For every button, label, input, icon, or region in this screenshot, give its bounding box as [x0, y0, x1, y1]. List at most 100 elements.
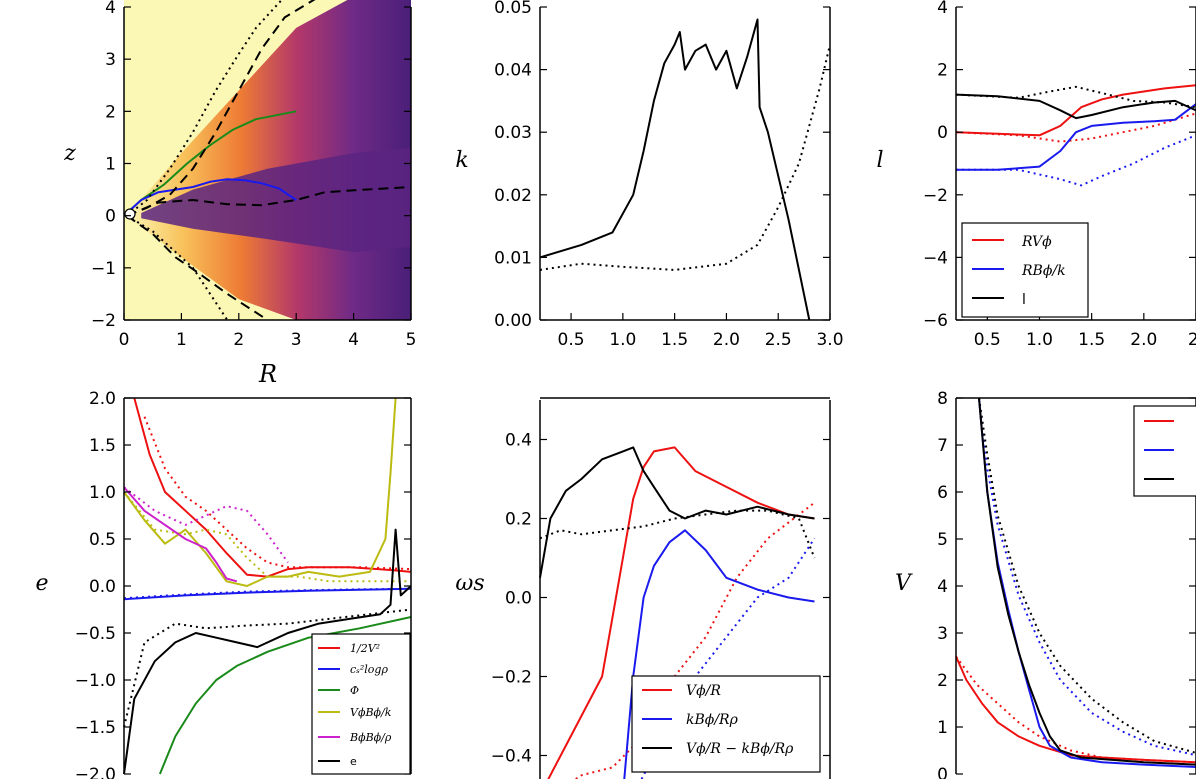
y-tick-label: −6 [923, 311, 948, 331]
y-tick-label: 2 [105, 102, 116, 122]
y-tick-label: 0 [937, 123, 948, 143]
y-tick-label: 7 [937, 436, 948, 456]
x-tick-label: 1.0 [609, 330, 636, 350]
y-tick-label: 2.0 [89, 389, 116, 409]
legend-label: RVϕ [1021, 234, 1052, 250]
y-tick-label: −0.4 [491, 747, 532, 767]
series-line-3-1 [143, 416, 412, 571]
y-tick-label: −1.0 [75, 671, 116, 691]
series-line-3-0 [133, 397, 412, 578]
legend-box [631, 675, 821, 773]
series-line-4-5 [539, 509, 816, 559]
x-tick-label: 1 [176, 330, 187, 350]
legend-l: RVϕ RBϕ/k l [961, 222, 1089, 318]
y-axis-label-e: e [35, 571, 48, 596]
x-tick-label: 4 [348, 330, 359, 350]
y-tick-label: 0.02 [494, 186, 532, 206]
y-tick-label: 0.0 [505, 589, 532, 609]
panel-e: −2.0 −1.5 −1.0 −0.5 0.0 0.5 1.0 1.5 2.0 [75, 389, 412, 779]
y-tick-label: −1 [91, 259, 116, 279]
series-line-2-0 [955, 84, 1196, 137]
series-line-5-0 [955, 656, 1196, 764]
y-tick-label: 3 [105, 50, 116, 70]
x-tick-label: 1.5 [1078, 330, 1105, 350]
series-line-2-3 [956, 134, 1196, 187]
legend-label: Φ [350, 684, 359, 697]
x-tick-label: 2.0 [1130, 330, 1157, 350]
panel-V: 0 1 2 3 4 5 6 7 8 [937, 389, 1196, 779]
series-line-3-4 [158, 616, 412, 775]
legend-label: cₛ²logρ [350, 663, 388, 676]
x-tick-label: 1.5 [661, 330, 688, 350]
y-tick-label: −2 [923, 186, 948, 206]
series-line-5-5 [978, 397, 1196, 754]
x-tick-label: 0.5 [558, 330, 585, 350]
y-tick-label: 0.04 [494, 61, 532, 81]
series-line-0-2 [126, 0, 316, 217]
legend-label: 1/2V² [350, 642, 380, 655]
y-axis-label-k: k [455, 148, 468, 173]
x-axis-label-R: R [258, 360, 277, 388]
y-tick-label: 1.5 [89, 436, 116, 456]
y-tick-label: 0.03 [494, 123, 532, 143]
x-tick-label: 5 [406, 330, 417, 350]
central-object [124, 208, 136, 220]
series-line-1-1 [539, 44, 831, 271]
y-tick-label: 6 [937, 483, 948, 503]
series-line-3-7 [123, 486, 238, 583]
series-line-0-5 [126, 0, 283, 217]
panel-k: 0.00 0.01 0.02 0.03 0.04 0.05 0.5 1.0 1.5 2.0 2.5 3… [494, 0, 843, 350]
y-tick-label: 0.01 [494, 248, 532, 268]
x-tick-label: 3 [291, 330, 302, 350]
series-line-5-4 [978, 397, 1196, 766]
y-axis-label-omega: ωs [455, 571, 484, 596]
y-tick-label: 4 [937, 577, 948, 597]
y-tick-label: 8 [937, 389, 948, 409]
y-tick-label: 4 [105, 0, 116, 18]
y-tick-label: 0 [937, 765, 948, 779]
series-line-4-2 [623, 529, 815, 779]
legend-label: BϕBϕ/ρ [349, 731, 392, 744]
x-tick-label: 3.0 [816, 330, 843, 350]
y-tick-label: 0.0 [89, 577, 116, 597]
x-tick-label: 1.0 [1026, 330, 1053, 350]
legend-omega: Vϕ/R kBϕ/Rρ Vϕ/R − kBϕ/Rρ [631, 675, 821, 773]
x-tick-label: 2.0 [713, 330, 740, 350]
legend-label: l [1022, 292, 1026, 308]
y-axis-label-l: l [876, 148, 883, 173]
y-tick-label: 1.0 [89, 483, 116, 503]
y-tick-label: −2 [91, 311, 116, 331]
y-tick-label: 2 [937, 61, 948, 81]
legend-e: 1/2V² cₛ²logρ Φ VϕBϕ/k BϕBϕ/ρ e [311, 633, 411, 775]
x-tick-label: 2 [233, 330, 244, 350]
legend-label: RBϕ/k [1021, 263, 1066, 279]
y-tick-label: 0 [105, 207, 116, 227]
legend-V [1133, 405, 1196, 497]
series-line-0-6 [126, 214, 229, 320]
panel-l: −6 −4 −2 0 2 4 0.5 1.0 1.5 2.0 2. [923, 0, 1196, 350]
y-axis-label-z: z [63, 141, 76, 166]
y-tick-label: 0.4 [505, 431, 532, 451]
series-line-0-3 [126, 214, 269, 320]
series-line-0-4 [126, 186, 411, 217]
y-tick-label: 0.05 [494, 0, 532, 18]
legend-label: Vϕ/R [686, 683, 721, 699]
panel-heatmap [124, 0, 411, 320]
series-line-5-1 [955, 655, 1196, 764]
y-tick-label: 1 [937, 718, 948, 738]
legend-label: e [350, 755, 357, 768]
legend-label: Vϕ/R − kBϕ/Rρ [686, 741, 794, 757]
y-tick-label: 0.00 [494, 311, 532, 331]
heatmap-density-core [141, 147, 411, 253]
series-line-0-1 [124, 178, 297, 217]
series-line-2-4 [955, 93, 1196, 120]
y-tick-label: −0.2 [491, 668, 532, 688]
y-tick-label: 4 [937, 0, 948, 18]
series-line-4-0 [547, 446, 815, 779]
series-line-3-9 [123, 528, 412, 775]
y-axis-label-V: V [895, 571, 913, 596]
y-tick-label: 2 [937, 671, 948, 691]
y-tick-label: 0.5 [89, 530, 116, 550]
legend-box [311, 633, 411, 775]
